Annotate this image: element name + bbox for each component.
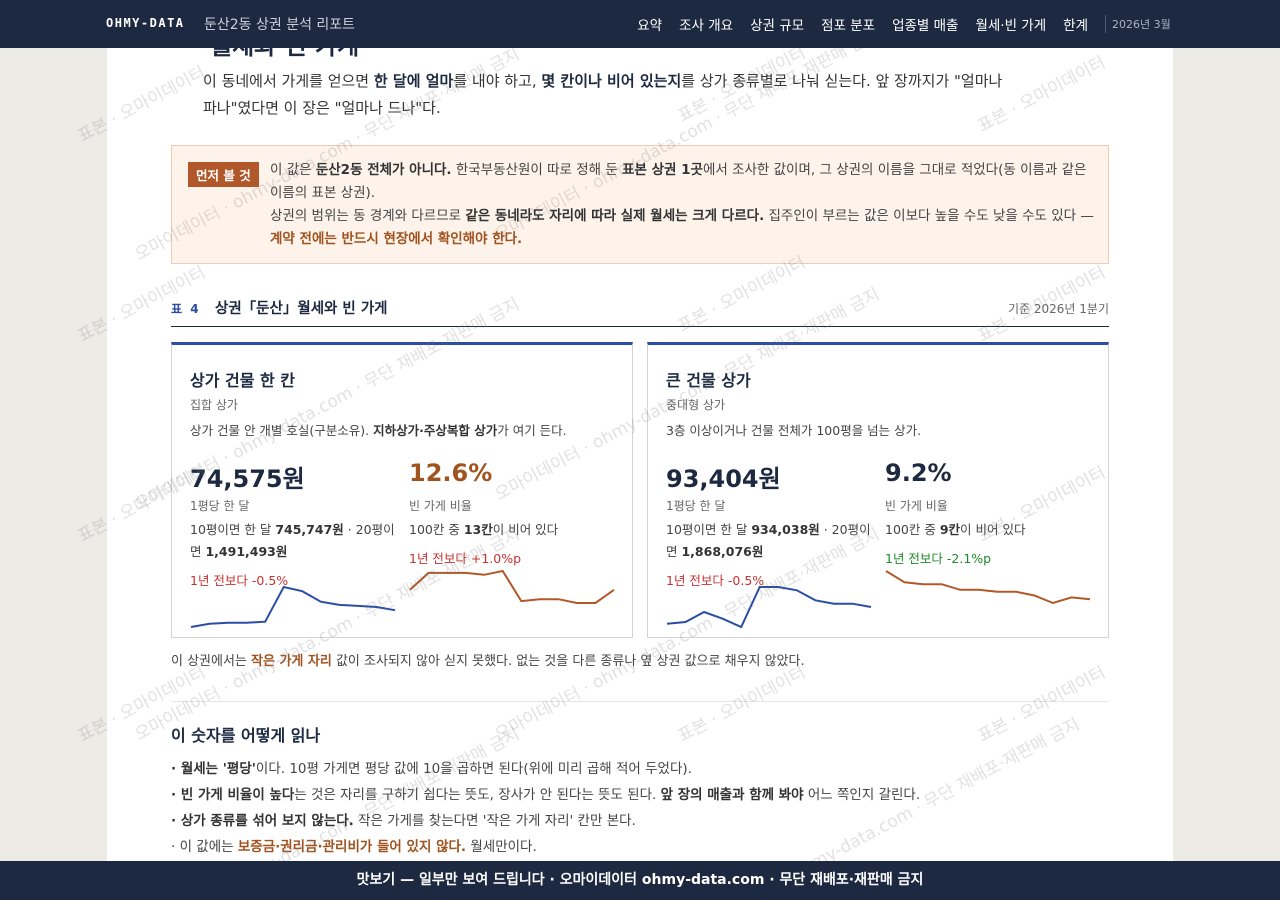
nav-item-limits[interactable]: 한계 (1063, 18, 1088, 34)
rent-label: 1평당 한 달 (666, 499, 726, 513)
vacancy-sparkline-line (885, 570, 1091, 605)
howto-item: · 이 값에는 보증금·권리금·관리비가 들어 있지 않다. 월세만이다. (171, 839, 537, 855)
howto-title: 이 숫자를 어떻게 읽나 (171, 726, 321, 745)
notice-text: 이 값은 둔산2동 전체가 아니다. 한국부동산원이 따로 정해 둔 표본 상권… (270, 162, 1094, 247)
table-footnote: 이 상권에서는 작은 가게 자리 값이 조사되지 않아 싣지 못했다. 없는 것… (171, 654, 805, 669)
vacancy-value: 12.6% (409, 459, 493, 487)
rent-sparkline-line (190, 585, 396, 628)
rent-value: 74,575원 (190, 465, 305, 493)
top-navbar: OHMY-DATA 둔산2동 상권 분석 리포트 요약 조사 개요 상권 규모 … (0, 0, 1280, 48)
vacancy-label: 빈 가게 비율 (885, 499, 948, 513)
howto-item: · 빈 가게 비율이 높다는 것은 자리를 구하기 쉽다는 뜻도, 장사가 안 … (171, 787, 921, 803)
nav-item-scale[interactable]: 상권 규모 (750, 18, 805, 34)
vacancy-detail: 100칸 중 9칸이 비어 있다 (885, 522, 1026, 537)
rent-detail: 10평이면 한 달 745,747원 · 20평이면 1,491,493원 (190, 522, 395, 559)
card-collective-store: 상가 건물 한 칸 집합 상가 상가 건물 안 개별 호실(구분소유). 지하상… (171, 342, 633, 638)
preview-banner: 맛보기 — 일부만 보여 드립니다 · 오마이데이터 ohmy-data.com… (0, 861, 1280, 900)
section-divider (171, 701, 1109, 702)
card-subtitle: 집합 상가 (190, 398, 238, 412)
report-page: 05 월세와 빈 가게 이 동네에서 가게를 얻으면 한 달에 얼마를 내야 하… (107, 0, 1173, 900)
vacancy-change: 1년 전보다 +1.0%p (409, 551, 522, 566)
notice-tag: 먼저 볼 것 (188, 162, 259, 187)
rent-label: 1평당 한 달 (190, 499, 250, 513)
intro-paragraph: 이 동네에서 가게를 얻으면 한 달에 얼마를 내야 하고, 몇 칸이나 비어 … (203, 72, 1003, 117)
rent-sparkline (666, 586, 872, 629)
nav-item-rent[interactable]: 월세·빈 가게 (975, 18, 1047, 34)
table-basis: 기준 2026년 1분기 (1007, 302, 1109, 316)
vacancy-change: 1년 전보다 -2.1%p (885, 551, 992, 566)
table-label: 표 4 (171, 302, 201, 316)
table-title: 상권「둔산」월세와 빈 가게 (215, 301, 388, 317)
howto-item: · 상가 종류를 섞어 보지 않는다. 작은 가게를 찾는다면 '작은 가게 자… (171, 813, 636, 829)
nav-item-distribution[interactable]: 점포 분포 (821, 18, 876, 34)
card-subtitle: 중대형 상가 (666, 398, 726, 412)
rent-detail: 10평이면 한 달 934,038원 · 20평이면 1,868,076원 (666, 522, 871, 559)
rent-change: 1년 전보다 -0.5% (666, 573, 765, 588)
howto-item: · 월세는 '평당'이다. 10평 가게면 평당 값에 10을 곱하면 된다(위… (171, 761, 692, 777)
card-description: 상가 건물 안 개별 호실(구분소유). 지하상가·주상복합 상가가 여기 든다… (190, 423, 567, 438)
report-date: 2026년 3월 (1112, 18, 1171, 31)
nav-item-sales[interactable]: 업종별 매출 (892, 18, 959, 34)
rent-sparkline (190, 585, 396, 628)
card-title: 상가 건물 한 칸 (190, 371, 296, 390)
section-nav: 요약 조사 개요 상권 규모 점포 분포 업종별 매출 월세·빈 가게 한계 (637, 14, 1088, 34)
vacancy-detail: 100칸 중 13칸이 비어 있다 (409, 522, 559, 537)
vacancy-sparkline (885, 570, 1091, 605)
vacancy-sparkline-line (409, 569, 615, 604)
card-title: 큰 건물 상가 (666, 371, 751, 390)
nav-item-survey[interactable]: 조사 개요 (679, 18, 734, 34)
brand-logo[interactable]: OHMY-DATA (106, 16, 185, 30)
vacancy-sparkline (409, 569, 615, 604)
rent-value: 93,404원 (666, 465, 781, 493)
document-title: 둔산2동 상권 분석 리포트 (204, 17, 356, 33)
howto-list: · 월세는 '평당'이다. 10평 가게면 평당 값에 10을 곱하면 된다(위… (171, 756, 920, 860)
rent-sparkline-line (666, 586, 872, 629)
vacancy-value: 9.2% (885, 459, 952, 487)
nav-divider (1105, 15, 1106, 33)
nav-item-summary[interactable]: 요약 (637, 18, 663, 34)
rent-change: 1년 전보다 -0.5% (190, 573, 289, 588)
notice-box: 먼저 볼 것 이 값은 둔산2동 전체가 아니다. 한국부동산원이 따로 정해 … (171, 145, 1109, 264)
card-large-store: 큰 건물 상가 중대형 상가 3층 이상이거나 건물 전체가 100평을 넘는 … (647, 342, 1109, 638)
card-description: 3층 이상이거나 건물 전체가 100평을 넘는 상가. (666, 423, 922, 438)
table-rule (171, 326, 1109, 327)
vacancy-label: 빈 가게 비율 (409, 499, 472, 513)
